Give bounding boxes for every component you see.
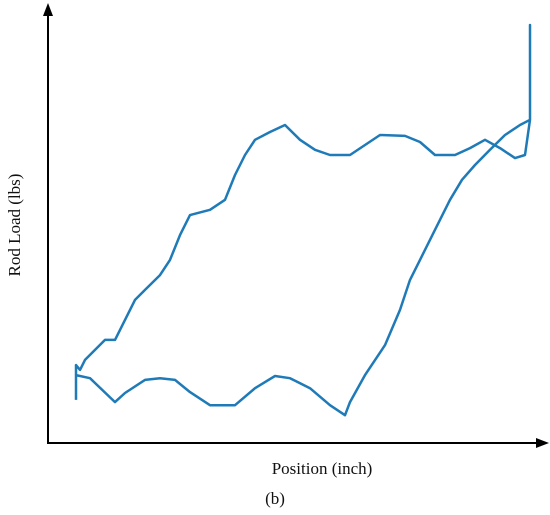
caption: (b) <box>265 489 285 508</box>
data-line <box>74 23 532 417</box>
y-axis-arrow <box>43 3 53 16</box>
x-axis-arrow <box>536 438 549 448</box>
x-axis-label: Position (inch) <box>272 459 373 478</box>
y-axis-label: Rod Load (lbs) <box>5 174 24 277</box>
